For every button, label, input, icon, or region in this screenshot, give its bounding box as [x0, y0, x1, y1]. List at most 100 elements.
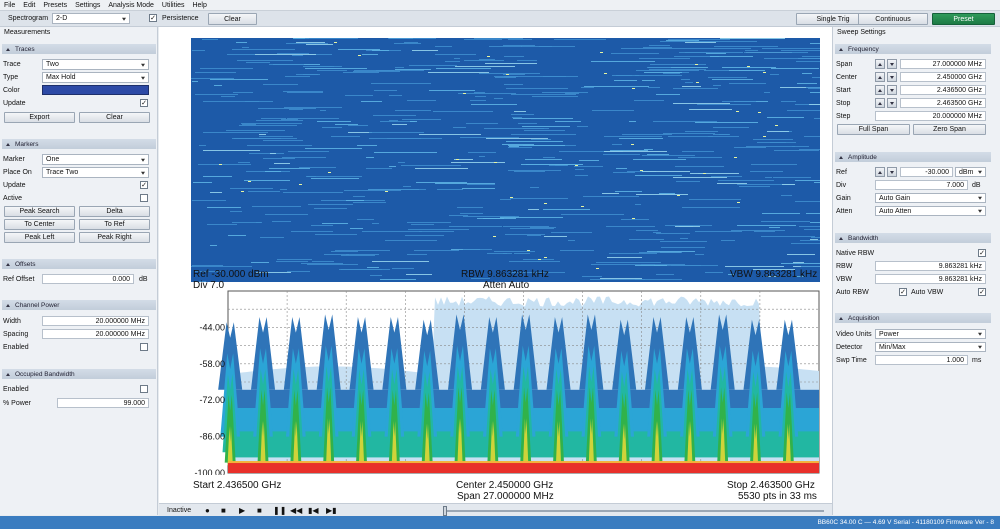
span-up-icon[interactable] [875, 59, 885, 69]
skip-forward-icon[interactable]: ▶▮ [326, 506, 337, 515]
menu-item-presets[interactable]: Presets [43, 1, 68, 9]
span-input[interactable]: 27.000000 MHz [900, 59, 986, 69]
vbw-input[interactable]: 9.863281 kHz [875, 274, 986, 284]
ref-unit-select[interactable]: dBm [955, 167, 986, 177]
menu-item-edit[interactable]: Edit [23, 1, 36, 9]
span-down-icon[interactable] [887, 59, 897, 69]
div-input[interactable]: 7.000 [875, 180, 968, 190]
export-button[interactable]: Export [4, 112, 75, 123]
peak-left-button[interactable]: Peak Left [4, 232, 75, 243]
markers-section-header[interactable]: Markers [2, 139, 156, 149]
place-on-select[interactable]: Trace Two [42, 167, 149, 178]
percent-power-input[interactable]: 99.000 [57, 398, 149, 408]
auto-rbw-checkbox[interactable]: ✓ [899, 288, 907, 296]
rewind-icon[interactable]: ◀◀ [290, 506, 303, 515]
ref-offset-input[interactable]: 0.000 [42, 274, 134, 284]
spectrogram-streak [800, 240, 820, 241]
ref-level-input[interactable]: -30.000 [900, 167, 953, 177]
gain-select[interactable]: Auto Gain [875, 193, 986, 203]
start-up-icon[interactable] [875, 85, 885, 95]
amplitude-section-header[interactable]: Amplitude [835, 152, 991, 162]
channel-width-input[interactable]: 20.000000 MHz [42, 316, 149, 326]
frequency-section-header[interactable]: Frequency [835, 44, 991, 54]
chevron-down-icon [978, 345, 982, 349]
menu-item-help[interactable]: Help [192, 1, 207, 9]
to-center-button[interactable]: To Center [4, 219, 75, 230]
marker-update-checkbox[interactable]: ✓ [140, 181, 148, 189]
center-input[interactable]: 2.450000 GHz [900, 72, 986, 82]
center-down-icon[interactable] [887, 72, 897, 82]
channel-power-section-header[interactable]: Channel Power [2, 300, 156, 310]
occupied-bandwidth-section-header[interactable]: Occupied Bandwidth [2, 369, 156, 379]
menu-item-analysis-mode[interactable]: Analysis Mode [108, 1, 154, 9]
stop-icon[interactable]: ■ [257, 506, 262, 515]
spectrogram-streak [543, 157, 555, 158]
video-units-select[interactable]: Power [875, 329, 986, 339]
spectrogram-streak [781, 101, 796, 102]
preset-button[interactable]: Preset [932, 13, 995, 25]
acquisition-section-header[interactable]: Acquisition [835, 313, 991, 323]
occupied-bw-enabled-checkbox[interactable] [140, 385, 148, 393]
start-down-icon[interactable] [887, 85, 897, 95]
pause-icon[interactable]: ❚❚ [273, 506, 287, 515]
spectrogram-streak [228, 235, 246, 236]
trace-clear-button[interactable]: Clear [79, 112, 150, 123]
peak-right-button[interactable]: Peak Right [79, 232, 150, 243]
signal-peak [257, 389, 269, 463]
playback-slider-handle[interactable] [443, 506, 447, 516]
traces-section-header[interactable]: Traces [2, 44, 156, 54]
persistence-checkbox[interactable]: ✓ [149, 14, 157, 22]
skip-back-icon[interactable]: ▮◀ [308, 506, 319, 515]
stop-input[interactable]: 2.463500 GHz [900, 98, 986, 108]
signal-peak [457, 418, 463, 466]
bandwidth-section-header[interactable]: Bandwidth [835, 233, 991, 243]
native-rbw-checkbox[interactable]: ✓ [978, 249, 986, 257]
marker-select[interactable]: One [42, 154, 149, 165]
start-input[interactable]: 2.436500 GHz [900, 85, 986, 95]
sweep-time-input[interactable]: 1.000 [875, 355, 968, 365]
playback-slider-track[interactable] [444, 510, 824, 512]
atten-select[interactable]: Auto Atten [875, 206, 986, 216]
spectrogram-streak [806, 213, 820, 214]
stop-record-icon[interactable]: ■ [221, 506, 226, 515]
trace-type-select[interactable]: Max Hold [42, 72, 149, 83]
auto-vbw-checkbox[interactable]: ✓ [978, 288, 986, 296]
rbw-input[interactable]: 9.863281 kHz [875, 261, 986, 271]
spectrogram-streak [739, 186, 770, 187]
channel-spacing-input[interactable]: 20.000000 MHz [42, 329, 149, 339]
spectrogram-streak [405, 235, 444, 236]
spectrogram-streak [192, 200, 226, 201]
trace-select[interactable]: Two [42, 59, 149, 70]
menu-item-file[interactable]: File [4, 1, 16, 9]
spectrogram-hotspot [463, 93, 466, 94]
menu-item-settings[interactable]: Settings [75, 1, 101, 9]
trace-color-swatch[interactable] [42, 85, 149, 95]
to-ref-button[interactable]: To Ref [79, 219, 150, 230]
spectrogram-streak [806, 87, 820, 88]
continuous-button[interactable]: Continuous [858, 13, 928, 25]
play-icon[interactable]: ▶ [239, 506, 246, 515]
marker-active-checkbox[interactable] [140, 194, 148, 202]
ref-down-icon[interactable] [887, 167, 897, 177]
full-span-button[interactable]: Full Span [837, 124, 910, 135]
step-input[interactable]: 20.000000 MHz [875, 111, 986, 121]
clear-button[interactable]: Clear [208, 13, 257, 25]
stop-down-icon[interactable] [887, 98, 897, 108]
offsets-section-header[interactable]: Offsets [2, 259, 156, 269]
center-up-icon[interactable] [875, 72, 885, 82]
record-icon[interactable]: ● [205, 506, 210, 515]
menu-item-utilities[interactable]: Utilities [161, 1, 185, 9]
spectrogram-streak [362, 231, 422, 232]
spectrogram-streak [787, 110, 820, 111]
trace-update-checkbox[interactable]: ✓ [140, 99, 148, 107]
spectrogram-streak [814, 182, 820, 183]
detector-select[interactable]: Min/Max [875, 342, 986, 352]
spectrogram-streak [453, 127, 466, 128]
ref-up-icon[interactable] [875, 167, 885, 177]
view-mode-select[interactable]: 2-D [52, 13, 130, 24]
stop-up-icon[interactable] [875, 98, 885, 108]
delta-button[interactable]: Delta [79, 206, 150, 217]
peak-search-button[interactable]: Peak Search [4, 206, 75, 217]
zero-span-button[interactable]: Zero Span [913, 124, 986, 135]
channel-power-enabled-checkbox[interactable] [140, 343, 148, 351]
